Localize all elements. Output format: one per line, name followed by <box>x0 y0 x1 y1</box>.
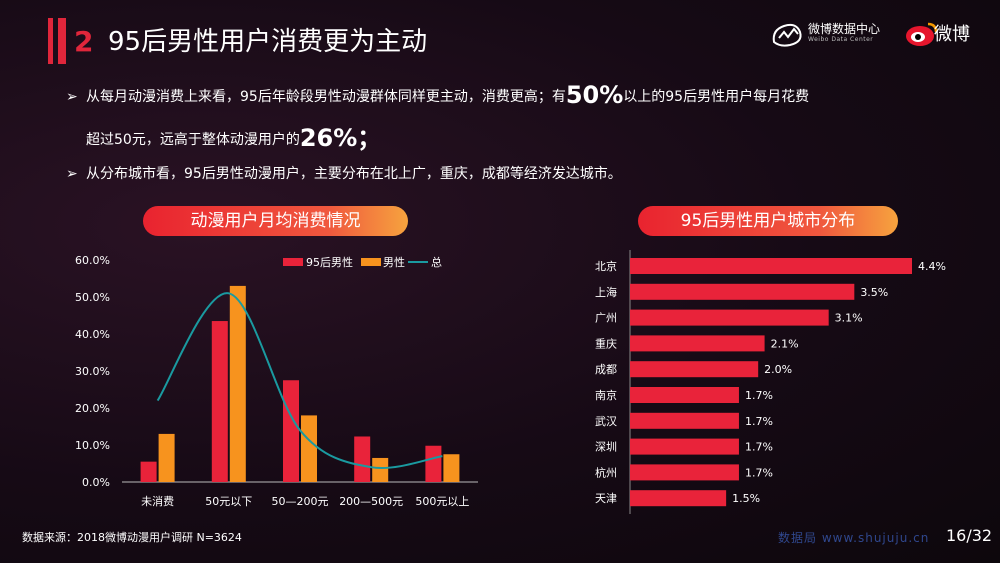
city-value-label: 2.0% <box>764 363 792 376</box>
bar-95-male <box>425 445 442 482</box>
city-value-label: 1.7% <box>745 466 773 479</box>
logo-brand: 微博 <box>934 24 970 45</box>
x-tick-label: 未消费 <box>141 494 174 508</box>
city-label: 武汉 <box>595 415 617 428</box>
city-bar <box>630 412 739 429</box>
bullet-2-highlight: 26%； <box>299 124 382 152</box>
city-bar <box>630 438 739 455</box>
consumption-chart: 0.0% 10.0% 20.0% 30.0% 40.0% 50.0% 60.0% 未消费 50元… <box>75 254 478 508</box>
bar-male <box>301 415 317 482</box>
logo-area: 微博数据中心 Weibo Data Center 微博 <box>770 18 985 50</box>
page-number: 16/32 <box>946 526 993 545</box>
bar-male <box>229 285 246 482</box>
city-value-label: 1.7% <box>745 441 773 454</box>
y-tick-label: 60.0% <box>75 254 110 267</box>
y-tick-label: 50.0% <box>75 291 110 304</box>
bar-95-male <box>211 321 228 482</box>
bullet-1-text-post: 以上的95后男性用户每月花费 <box>623 89 810 105</box>
city-label: 北京 <box>595 259 617 273</box>
city-bar <box>630 258 912 274</box>
y-tick-label: 20.0% <box>75 402 110 415</box>
bullet-1: ➢ 从每月动漫消费上来看，95后年龄段男性动漫群体同样更主动，消费更高；有50%以… <box>66 81 809 111</box>
logo-name: 微博数据中心 <box>808 22 881 36</box>
city-value-label: 1.7% <box>745 415 773 428</box>
x-tick-label: 50元以下 <box>205 495 252 508</box>
city-value-label: 3.1% <box>835 312 863 325</box>
bullet-arrow-icon: ➢ <box>66 89 78 105</box>
data-source: 数据来源：2018微博动漫用户调研 N=3624 <box>22 531 242 544</box>
page-title: 95后男性用户消费更为主动 <box>108 27 428 57</box>
right-chart-header: 95后男性用户城市分布 <box>638 206 898 236</box>
bar-95-male <box>354 436 371 482</box>
city-label: 广州 <box>595 312 617 325</box>
bar-95-male <box>140 461 157 482</box>
city-distribution-chart: 北京 4.4% 上海 3.5% 广州 3.1% 重庆 2.1% 成都 2.0% 南京 1.7% 武汉 1.… <box>595 250 946 514</box>
left-chart-header: 动漫用户月均消费情况 <box>143 206 408 236</box>
bullet-2: ➢ 从分布城市看，95后男性动漫用户，主要分布在北上广，重庆，成都等经济发达城市。 <box>66 160 622 188</box>
y-tick-label: 30.0% <box>75 365 110 378</box>
bullet-arrow-icon: ➢ <box>66 166 78 182</box>
city-label: 南京 <box>595 388 617 402</box>
city-value-label: 3.5% <box>860 286 888 299</box>
legend-swatch-95-male <box>283 258 303 266</box>
bullet-1-highlight: 50% <box>565 81 624 109</box>
bullet-2-text: 超过50元，远高于整体动漫用户的 <box>86 132 300 148</box>
city-bar <box>630 387 739 403</box>
title-accent-bar <box>58 18 66 64</box>
logo-subtitle: Weibo Data Center <box>808 36 874 43</box>
section-number: 2 <box>74 25 94 58</box>
x-tick-label: 500元以上 <box>415 495 469 508</box>
bullet-3-text: 从分布城市看，95后男性动漫用户，主要分布在北上广，重庆，成都等经济发达城市。 <box>86 166 622 182</box>
legend-label: 男性 <box>383 255 405 269</box>
city-label: 重庆 <box>595 336 617 350</box>
city-label: 深圳 <box>595 441 617 454</box>
city-bar <box>630 361 759 378</box>
bar-male <box>372 457 389 482</box>
title-accent-bar <box>48 18 53 64</box>
line-total <box>156 292 443 470</box>
x-tick-label: 50—200元 <box>272 495 329 508</box>
city-value-label: 2.1% <box>771 337 799 350</box>
city-value-label: 4.4% <box>918 260 946 273</box>
city-label: 成都 <box>595 363 617 376</box>
bar-95-male <box>283 380 299 482</box>
city-label: 杭州 <box>595 465 617 479</box>
bar-male <box>443 454 460 482</box>
watermark: 数据局 www.shujuju.cn <box>778 531 930 545</box>
city-bar <box>630 464 739 481</box>
x-tick-label: 200—500元 <box>339 495 403 508</box>
legend-label: 95后男性 <box>306 255 353 269</box>
city-bar <box>630 309 829 326</box>
y-tick-label: 40.0% <box>75 328 110 341</box>
city-value-label: 1.5% <box>732 492 760 505</box>
bullet-1-continued: 超过50元，远高于整体动漫用户的26%； <box>86 124 381 154</box>
legend-label: 总 <box>431 255 442 269</box>
bullet-1-text: 从每月动漫消费上来看，95后年龄段男性动漫群体同样更主动，消费更高；有 <box>86 89 566 105</box>
y-tick-label: 0.0% <box>82 476 110 489</box>
legend-swatch-male <box>361 258 381 266</box>
city-bar <box>630 490 727 507</box>
city-bar <box>630 283 855 300</box>
city-label: 上海 <box>595 285 617 299</box>
weibo-eye-logo-icon <box>906 22 938 46</box>
weibo-data-center-logo-icon <box>772 23 802 47</box>
city-label: 天津 <box>595 492 617 505</box>
bar-male <box>158 433 175 482</box>
city-value-label: 1.7% <box>745 389 773 402</box>
city-bar <box>630 335 765 352</box>
y-tick-label: 10.0% <box>75 439 110 452</box>
